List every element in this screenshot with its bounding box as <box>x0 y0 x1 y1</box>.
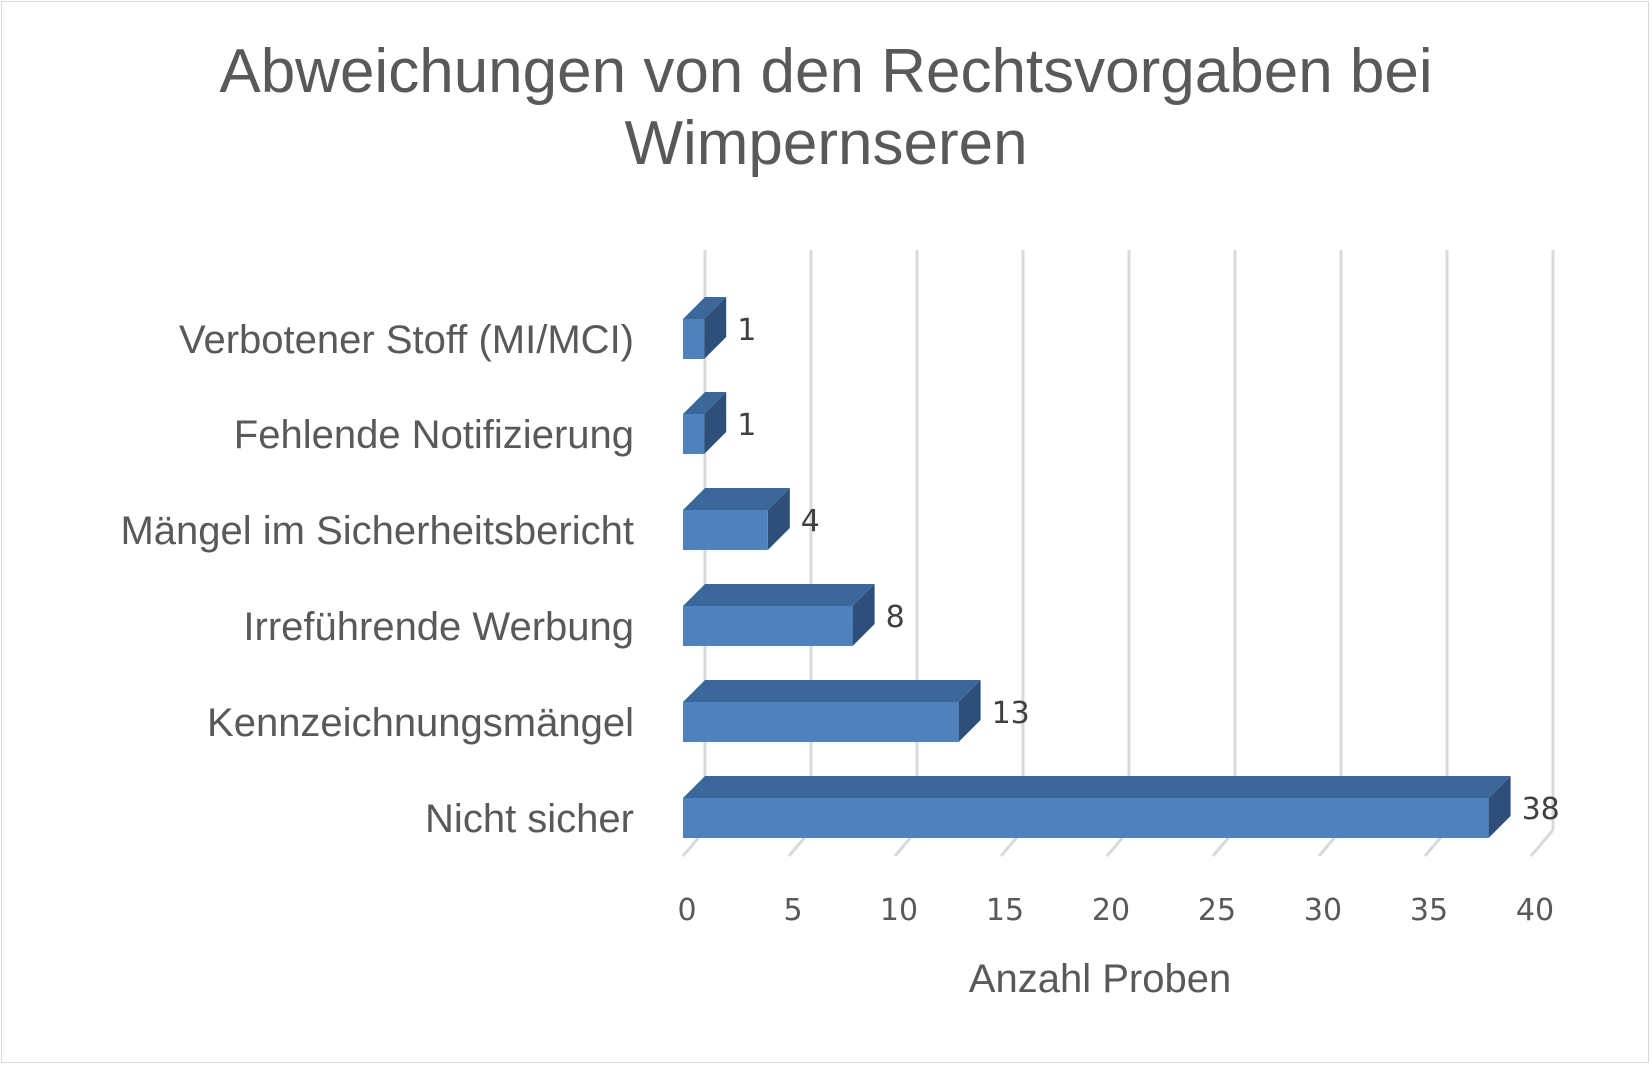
floor-gridline <box>1529 829 1555 857</box>
bar <box>683 776 1511 838</box>
x-tick-label: 40 <box>1516 893 1554 928</box>
chart-title: Abweichungen von den Rechtsvorgaben bei … <box>219 37 1433 178</box>
bar-top-face <box>683 297 727 319</box>
bar-top-face <box>683 776 1511 798</box>
bar-front-face <box>683 702 959 742</box>
data-label: 1 <box>737 313 756 348</box>
x-tick-label: 30 <box>1304 893 1342 928</box>
category-label: Fehlende Notifizierung <box>234 413 634 457</box>
category-label: Irreführende Werbung <box>243 605 634 649</box>
bar-top-face <box>683 488 790 510</box>
x-tick-label: 5 <box>783 893 802 928</box>
category-label: Mängel im Sicherheitsbericht <box>120 509 634 553</box>
category-label: Verbotener Stoff (MI/MCI) <box>179 318 634 362</box>
bar-front-face <box>683 606 853 646</box>
data-label: 8 <box>886 600 905 635</box>
data-label: 1 <box>737 408 756 443</box>
x-tick-label: 15 <box>986 893 1024 928</box>
bar-front-face <box>683 798 1489 838</box>
labels: 0 5 10 15 20 25 30 35 40 Verbotener Stoff (MI/MCI… <box>120 313 1559 928</box>
x-tick-label: 35 <box>1410 893 1448 928</box>
bar-side-face <box>1488 776 1511 838</box>
bar-front-face <box>683 319 705 359</box>
category-label: Kennzeichnungsmängel <box>207 701 634 745</box>
bar-side-face <box>704 392 727 454</box>
bar-side-face <box>958 680 981 742</box>
data-label: 38 <box>1522 792 1560 827</box>
bar-top-face <box>683 392 727 414</box>
x-tick-label: 10 <box>880 893 918 928</box>
category-label: Nicht sicher <box>425 797 634 841</box>
data-label: 4 <box>801 504 820 539</box>
x-tick-label: 25 <box>1198 893 1236 928</box>
bar-top-face <box>683 680 981 702</box>
bar-side-face <box>704 297 727 359</box>
bar-front-face <box>683 510 768 550</box>
x-tick-label: 20 <box>1092 893 1130 928</box>
bar <box>683 584 875 646</box>
bars <box>683 297 1511 838</box>
gridlines <box>681 250 1555 857</box>
bar <box>683 297 727 359</box>
bar-side-face <box>767 488 790 550</box>
bar <box>683 392 727 454</box>
x-tick-label: 0 <box>677 893 696 928</box>
bar-top-face <box>683 584 875 606</box>
bar <box>683 488 790 550</box>
bar-side-face <box>852 584 875 646</box>
bar-front-face <box>683 414 705 454</box>
bar <box>683 680 981 742</box>
x-axis-title: Anzahl Proben <box>969 957 1231 1001</box>
data-label: 13 <box>992 696 1030 731</box>
